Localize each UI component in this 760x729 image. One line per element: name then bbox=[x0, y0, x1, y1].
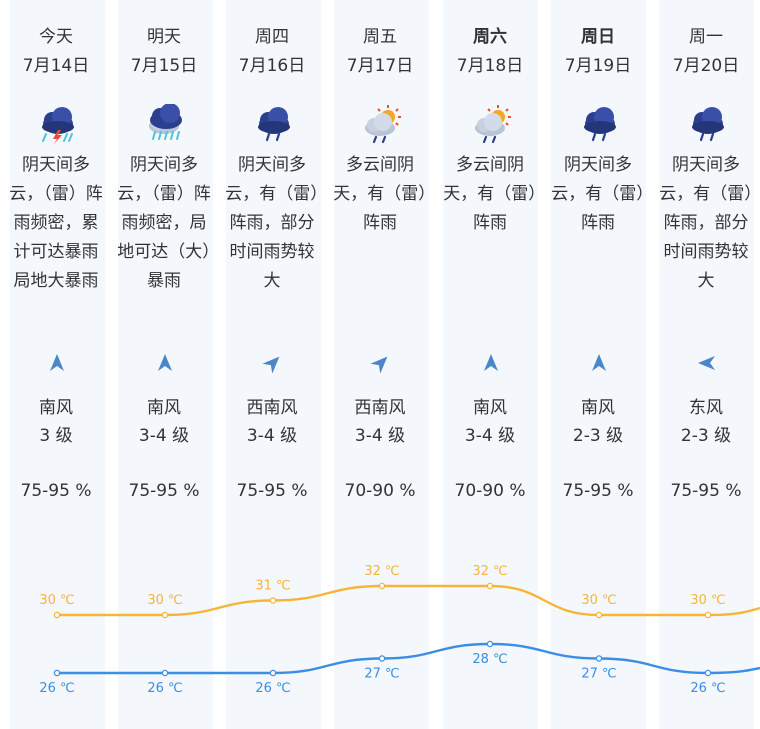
high-temp-line bbox=[56, 584, 760, 617]
low-temp-point bbox=[486, 640, 494, 648]
low-temp-label: 27 ℃ bbox=[364, 667, 399, 682]
rain-icon bbox=[252, 104, 296, 144]
weather-description: 多云间阴天，有（雷）阵雨 bbox=[333, 155, 427, 233]
high-temp-point bbox=[378, 582, 386, 590]
day-column: 周五 7月17日多云间阴天，有（雷）阵雨西南风 3-4 级 70-90 % bbox=[326, 0, 434, 729]
humidity: 75-95 % bbox=[128, 481, 200, 501]
low-temp-label: 28 ℃ bbox=[472, 652, 507, 667]
sun-cloud-rain-icon bbox=[360, 104, 404, 144]
weather-description: 阴天间多云，有（雷）阵雨，部分时间雨势较大 bbox=[659, 155, 753, 291]
wind-level: 3 级 bbox=[39, 426, 73, 446]
day-column: 今天 7月14日阴天间多云，（雷）阵雨频密，累计可达暴雨局地大暴雨南风 3 级 75-… bbox=[2, 0, 110, 729]
high-temp-label: 32 ℃ bbox=[364, 564, 399, 579]
wind-direction: 南风 bbox=[147, 398, 181, 418]
humidity: 75-95 % bbox=[562, 481, 634, 501]
heavy-rain-icon bbox=[144, 103, 188, 144]
wind-arrow-icon bbox=[262, 352, 284, 374]
low-temp-label: 26 ℃ bbox=[255, 681, 290, 696]
high-temp-label: 31 ℃ bbox=[255, 579, 290, 594]
day-column: 周六 7月18日多云间阴天，有（雷）阵雨南风 3-4 级 70-90 % bbox=[436, 0, 544, 729]
sun-cloud-rain-icon bbox=[470, 104, 514, 144]
wind-level: 3-4 级 bbox=[246, 426, 298, 446]
wind-arrow-icon bbox=[480, 352, 502, 374]
day-date: 7月20日 bbox=[672, 56, 740, 76]
weather-description: 阴天间多云，（雷）阵雨频密，累计可达暴雨局地大暴雨 bbox=[9, 155, 103, 291]
day-name: 周五 bbox=[363, 27, 397, 47]
high-temp-point bbox=[704, 611, 712, 619]
day-name: 周日 bbox=[581, 27, 615, 47]
wind-arrow-icon bbox=[46, 352, 68, 374]
day-date: 7月18日 bbox=[456, 56, 524, 76]
humidity: 70-90 % bbox=[454, 481, 526, 501]
humidity: 75-95 % bbox=[20, 481, 92, 501]
thunderstorm-icon bbox=[36, 104, 80, 144]
day-name: 周四 bbox=[255, 27, 289, 47]
high-temp-label: 30 ℃ bbox=[39, 593, 74, 608]
low-temp-label: 26 ℃ bbox=[39, 681, 74, 696]
wind-arrow-icon bbox=[154, 352, 176, 374]
high-temp-label: 30 ℃ bbox=[690, 593, 725, 608]
wind-arrow-icon bbox=[588, 352, 610, 374]
rain-icon bbox=[686, 104, 730, 144]
low-temp-point bbox=[53, 669, 61, 677]
low-temp-label: 26 ℃ bbox=[147, 681, 182, 696]
high-temp-point bbox=[161, 611, 169, 619]
low-temp-line bbox=[57, 642, 760, 675]
day-name: 周一 bbox=[689, 27, 723, 47]
day-name: 明天 bbox=[147, 27, 181, 47]
low-temp-label: 27 ℃ bbox=[581, 667, 616, 682]
weather-description: 阴天间多云，（雷）阵雨频密，局地可达（大）暴雨 bbox=[117, 155, 211, 291]
wind-level: 3-4 级 bbox=[138, 426, 190, 446]
high-temp-label: 30 ℃ bbox=[147, 593, 182, 608]
day-name: 今天 bbox=[39, 27, 73, 47]
high-temp-point bbox=[486, 582, 494, 590]
wind-direction: 东风 bbox=[689, 398, 723, 418]
wind-direction: 南风 bbox=[473, 398, 507, 418]
high-temp-label: 30 ℃ bbox=[581, 593, 616, 608]
day-column: 明天 7月15日阴天间多云，（雷）阵雨频密，局地可达（大）暴雨南风 3-4 级 75-… bbox=[110, 0, 218, 729]
high-temp-label: 32 ℃ bbox=[472, 564, 507, 579]
wind-direction: 西南风 bbox=[354, 398, 406, 418]
wind-arrow-icon bbox=[696, 352, 718, 374]
low-temp-point bbox=[161, 669, 169, 677]
humidity: 75-95 % bbox=[670, 481, 742, 501]
high-temp-point bbox=[53, 611, 61, 619]
low-temp-point bbox=[595, 655, 603, 662]
high-temp-point bbox=[269, 597, 277, 604]
low-temp-point bbox=[378, 655, 386, 662]
wind-direction: 南风 bbox=[581, 398, 615, 418]
humidity: 70-90 % bbox=[344, 481, 416, 501]
day-date: 7月16日 bbox=[238, 56, 306, 76]
wind-level: 2-3 级 bbox=[572, 426, 624, 446]
day-date: 7月15日 bbox=[130, 56, 198, 76]
day-date: 7月17日 bbox=[346, 56, 414, 76]
wind-arrow-icon bbox=[370, 352, 392, 374]
day-date: 7月14日 bbox=[22, 56, 90, 76]
weather-description: 多云间阴天，有（雷）阵雨 bbox=[443, 155, 537, 233]
wind-level: 3-4 级 bbox=[354, 426, 406, 446]
weather-description: 阴天间多云，有（雷）阵雨，部分时间雨势较大 bbox=[225, 155, 319, 291]
day-name: 周六 bbox=[473, 27, 507, 47]
day-column: 周一 7月20日阴天间多云，有（雷）阵雨，部分时间雨势较大东风 2-3 级 75-95… bbox=[652, 0, 760, 729]
wind-direction: 南风 bbox=[39, 398, 73, 418]
wind-level: 2-3 级 bbox=[680, 426, 732, 446]
humidity: 75-95 % bbox=[236, 481, 308, 501]
weather-description: 阴天间多云，有（雷）阵雨 bbox=[551, 155, 645, 233]
wind-level: 3-4 级 bbox=[464, 426, 516, 446]
low-temp-point bbox=[269, 669, 277, 677]
wind-direction: 西南风 bbox=[246, 398, 298, 418]
day-column: 周四 7月16日阴天间多云，有（雷）阵雨，部分时间雨势较大西南风 3-4 级 75-9… bbox=[218, 0, 326, 729]
rain-icon bbox=[578, 104, 622, 144]
low-temp-label: 26 ℃ bbox=[690, 681, 725, 696]
high-temp-point bbox=[595, 611, 603, 619]
day-date: 7月19日 bbox=[564, 56, 632, 76]
low-temp-point bbox=[704, 669, 712, 677]
day-column: 周日 7月19日阴天间多云，有（雷）阵雨南风 2-3 级 75-95 % bbox=[544, 0, 652, 729]
